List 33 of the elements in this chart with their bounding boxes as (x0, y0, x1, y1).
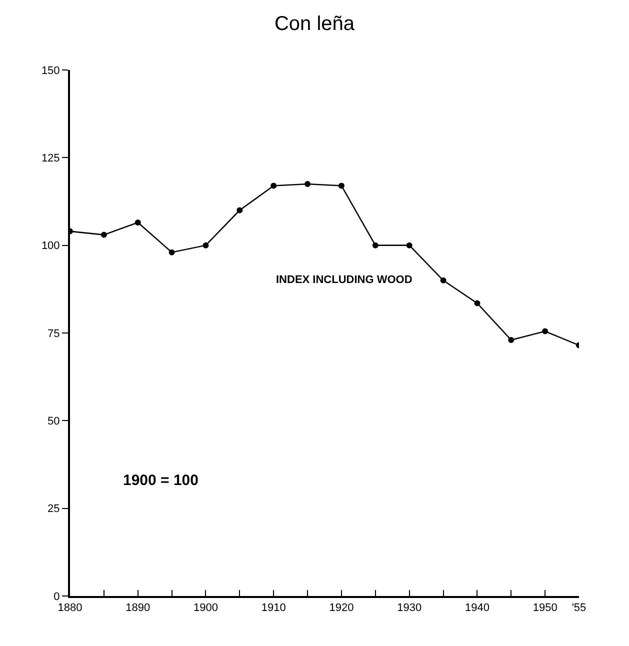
x-tick-label: 1930 (397, 602, 422, 614)
y-tick-label: 75 (48, 328, 60, 340)
point (100, 232, 107, 238)
x-tick-label: 1910 (261, 602, 286, 614)
annotation: 1900 = 100 (123, 472, 198, 489)
x-tick-label: 1890 (126, 602, 150, 614)
x-tick-label: 1900 (193, 602, 218, 614)
point (168, 249, 175, 256)
point (338, 182, 344, 189)
y-tick-label: 125 (41, 152, 60, 165)
x-tick-label: 1950 (532, 602, 558, 614)
point (236, 207, 243, 214)
point (474, 300, 480, 306)
point (406, 242, 412, 248)
annotation: INDEX INCLUDING WOOD (276, 274, 412, 286)
x-tick-label: 1880 (58, 602, 82, 614)
point (304, 180, 311, 187)
y-tick-label: 0 (54, 590, 60, 603)
point (372, 242, 378, 248)
x-tick-label: 1940 (464, 602, 490, 614)
point (202, 242, 209, 248)
chart-title: Con leña (274, 13, 356, 36)
y-tick-label: 100 (41, 240, 60, 252)
point (542, 328, 548, 334)
y-tick-label: 150 (41, 64, 60, 77)
point (270, 182, 277, 189)
point (508, 337, 514, 344)
point (134, 220, 141, 226)
x-tick-label: 1920 (329, 602, 354, 614)
x-tick-label: '55 (572, 602, 586, 614)
y-tick-label: 50 (48, 416, 60, 428)
y-tick-label: 25 (48, 503, 60, 516)
point (440, 277, 446, 284)
